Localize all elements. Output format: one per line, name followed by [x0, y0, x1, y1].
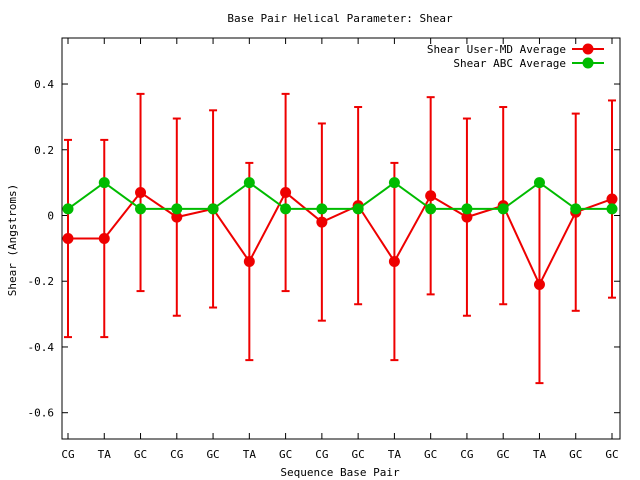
data-point	[316, 203, 328, 215]
data-point	[243, 177, 255, 189]
x-tick-label: GC	[605, 448, 618, 461]
data-point	[62, 233, 74, 244]
x-tick-label: GC	[424, 448, 437, 461]
data-point	[570, 203, 582, 215]
data-point	[388, 177, 400, 189]
x-axis-ticks: CG TA GC CG GC TA GC CG GC TA GC CG GC TA GC GC	[61, 38, 619, 461]
data-point	[533, 177, 545, 189]
x-tick-label: TA	[243, 448, 257, 461]
data-point	[425, 203, 437, 215]
x-tick-label: GC	[206, 448, 219, 461]
x-tick-label: CG	[170, 448, 183, 461]
legend-marker	[582, 43, 594, 55]
data-point	[425, 190, 437, 202]
series-line	[68, 190, 613, 287]
x-tick-label: TA	[388, 448, 402, 461]
data-point	[280, 186, 292, 198]
series-layer	[62, 92, 618, 385]
x-tick-label: TA	[533, 448, 547, 461]
data-point	[280, 203, 292, 215]
data-point	[497, 203, 509, 215]
data-point	[461, 211, 473, 223]
y-tick-label: 0.4	[34, 78, 54, 91]
data-point	[533, 279, 545, 291]
x-tick-label: CG	[460, 448, 473, 461]
data-point	[388, 256, 400, 268]
x-tick-label: CG	[315, 448, 328, 461]
data-point	[316, 216, 328, 228]
series-line	[67, 181, 612, 210]
data-point	[171, 211, 183, 223]
chart-title: Base Pair Helical Parameter: Shear	[227, 12, 453, 25]
data-point	[171, 203, 183, 215]
plot-frame	[61, 37, 621, 440]
y-tick-label: -0.6	[28, 407, 55, 420]
y-axis-ticks: -0.6 -0.4 -0.2 0 0.2 0.4	[28, 78, 620, 420]
x-tick-label: GC	[497, 448, 510, 461]
x-tick-label: CG	[61, 448, 74, 461]
data-point	[207, 203, 219, 215]
data-point	[135, 186, 147, 198]
legend-label: Shear ABC Average	[453, 57, 566, 70]
data-point	[606, 193, 618, 205]
x-tick-label: GC	[279, 448, 292, 461]
data-point	[243, 256, 255, 268]
data-point	[135, 203, 147, 215]
x-tick-label: GC	[569, 448, 582, 461]
x-tick-label: GC	[352, 448, 365, 461]
data-point	[606, 203, 618, 215]
x-tick-label: GC	[134, 448, 147, 461]
data-point	[62, 203, 74, 215]
y-axis-label: Shear (Angstroms)	[6, 184, 19, 297]
y-tick-label: -0.2	[28, 275, 55, 288]
x-axis-label: Sequence Base Pair	[280, 466, 400, 479]
legend-marker	[582, 57, 594, 69]
y-tick-label: 0.2	[34, 144, 54, 157]
data-point	[98, 177, 110, 189]
data-point	[352, 203, 364, 215]
legend-label: Shear User-MD Average	[427, 43, 566, 56]
data-point	[461, 203, 473, 215]
y-tick-label: 0	[47, 209, 54, 222]
data-point	[98, 233, 110, 244]
plot-area	[61, 37, 621, 440]
series-abc	[62, 177, 618, 215]
x-tick-label: TA	[98, 448, 112, 461]
y-tick-label: -0.4	[28, 341, 55, 354]
